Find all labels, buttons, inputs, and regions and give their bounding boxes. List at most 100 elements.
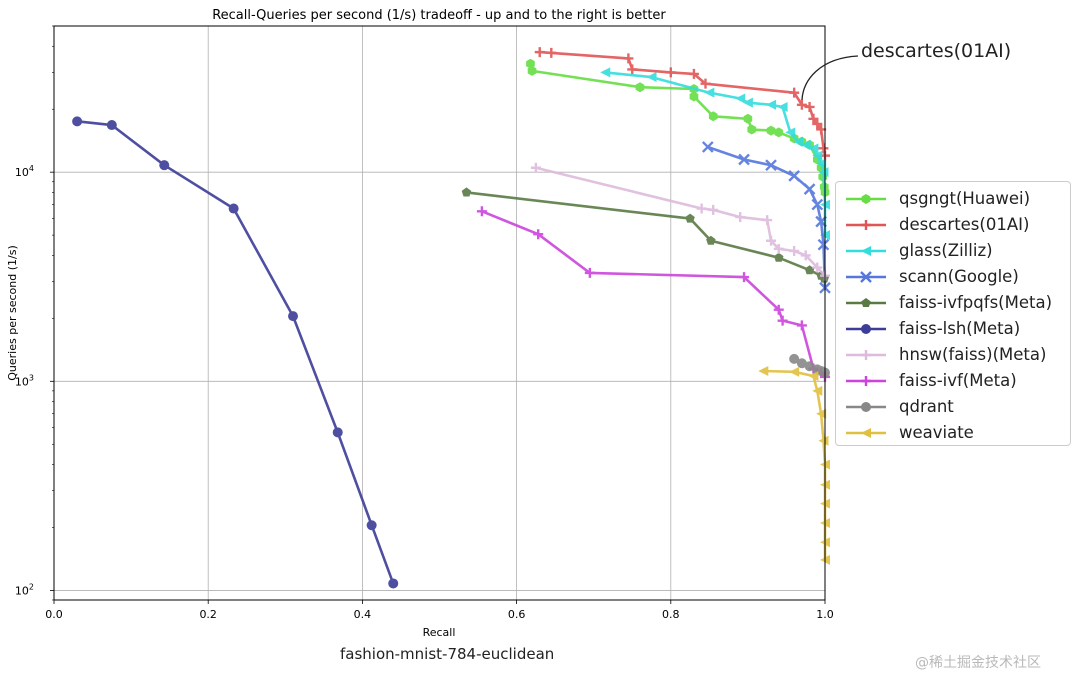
data-point-scann-google (738, 153, 750, 166)
data-point-qsgngt-huawei (766, 125, 776, 136)
data-point-qdrant (796, 358, 807, 369)
watermark: @稀土掘金技术社区 (915, 655, 1041, 671)
legend-marker (861, 428, 871, 438)
data-point-hnsw-faiss-meta (735, 212, 746, 223)
data-point-weaviate (789, 366, 800, 377)
data-point-hnsw-faiss-meta (530, 162, 541, 173)
data-point-glass-zilliz (777, 101, 788, 112)
data-point-faiss-ivfpqfs-meta (685, 213, 695, 223)
y-tick-label: 102 (15, 582, 34, 597)
data-point-descartes-01ai (812, 118, 823, 129)
data-point-faiss-ivf-meta (533, 229, 544, 240)
data-point-descartes-01ai (534, 47, 545, 58)
data-point-hnsw-faiss-meta (766, 235, 777, 246)
data-point-glass-zilliz (800, 139, 811, 150)
data-point-weaviate (808, 371, 819, 382)
legend-entry-scann-google: scann(Google) (844, 265, 1068, 291)
data-point-descartes-01ai (688, 68, 699, 79)
x-tick-label: 0.6 (508, 608, 526, 621)
legend-entry-hnsw-faiss-meta: hnsw(faiss)(Meta) (844, 343, 1068, 369)
data-point-glass-zilliz (808, 143, 819, 154)
plot-frame (53, 25, 826, 601)
data-point-qdrant (804, 361, 815, 372)
data-point-descartes-01ai (808, 113, 819, 124)
plot-background (54, 26, 825, 600)
data-point-glass-zilliz (785, 127, 796, 138)
data-point-scann-google (701, 141, 714, 153)
legend-swatch (846, 402, 886, 412)
data-point-faiss-ivf-meta (773, 304, 784, 315)
data-point-faiss-lsh-meta (106, 120, 117, 131)
legend-label: faiss-ivfpqfs(Meta) (899, 293, 1053, 312)
x-tick-label: 0.8 (662, 608, 680, 621)
data-point-faiss-lsh-meta (228, 203, 239, 214)
data-point-descartes-01ai (546, 47, 557, 58)
data-point-glass-zilliz (646, 72, 657, 83)
legend-entry-qsgngt-huawei: qsgngt(Huawei) (844, 187, 1068, 213)
data-point-glass-zilliz (793, 136, 804, 147)
data-point-faiss-ivfpqfs-meta (461, 187, 472, 197)
data-point-descartes-01ai (623, 53, 634, 64)
legend-entry-qdrant: qdrant (844, 395, 1068, 421)
legend-swatch (846, 350, 886, 360)
y-tick-label: 104 (15, 164, 34, 179)
data-point-qsgngt-huawei (526, 58, 535, 69)
x-tick-label: 0.4 (354, 608, 372, 621)
data-point-faiss-ivf-meta (796, 320, 807, 331)
data-point-scann-google (811, 198, 824, 211)
series-line-faiss-lsh-meta (76, 120, 395, 584)
legend-marker (861, 220, 871, 230)
data-point-hnsw-faiss-meta (762, 215, 773, 226)
data-point-glass-zilliz (812, 150, 823, 161)
legend-marker (860, 271, 872, 283)
annotation-arrow (801, 55, 859, 101)
y-axis-label: Queries per second (1/s) (6, 245, 19, 381)
data-point-descartes-01ai (665, 67, 676, 78)
data-point-hnsw-faiss-meta (800, 250, 811, 261)
x-axis-label: Recall (423, 626, 456, 639)
data-point-qdrant (789, 353, 800, 364)
data-point-scann-google (788, 170, 801, 182)
data-point-hnsw-faiss-meta (812, 262, 823, 273)
legend-label: scann(Google) (899, 267, 1019, 286)
series-faiss-lsh-meta (72, 116, 399, 589)
legend-entry-descartes-01ai: descartes(01AI) (844, 213, 1068, 239)
data-point-faiss-lsh-meta (366, 520, 377, 531)
data-point-faiss-ivfpqfs-meta (774, 252, 784, 262)
legend-entry-faiss-lsh-meta: faiss-lsh(Meta) (844, 317, 1068, 343)
legend-swatch (846, 220, 886, 230)
series-descartes-01ai (534, 47, 830, 161)
data-point-glass-zilliz (742, 97, 753, 108)
data-point-faiss-ivf-meta (777, 315, 788, 326)
data-point-glass-zilliz (766, 99, 777, 110)
legend-label: hnsw(faiss)(Meta) (899, 345, 1047, 364)
data-point-faiss-ivf-meta (584, 267, 595, 278)
series-qdrant (789, 353, 830, 378)
data-point-faiss-ivf-meta (476, 206, 487, 217)
data-point-glass-zilliz (600, 67, 611, 78)
data-point-descartes-01ai (818, 143, 829, 154)
legend-entry-weaviate: weaviate (844, 421, 1068, 447)
data-point-weaviate (816, 408, 827, 419)
legend-swatch (846, 324, 886, 334)
data-point-descartes-01ai (816, 124, 827, 135)
data-point-faiss-lsh-meta (288, 311, 299, 322)
legend-swatch (846, 194, 886, 204)
data-point-qsgngt-huawei (689, 91, 699, 102)
data-point-qsgngt-huawei (774, 127, 784, 138)
data-point-hnsw-faiss-meta (696, 203, 707, 214)
data-point-weaviate (758, 366, 769, 377)
legend-marker (861, 246, 871, 256)
legend-label: qsgngt(Huawei) (899, 189, 1031, 208)
data-point-scann-google (815, 215, 827, 228)
legend-entry-faiss-ivf-meta: faiss-ivf(Meta) (844, 369, 1068, 395)
data-point-qsgngt-huawei (708, 111, 718, 122)
x-tick-label: 0.0 (45, 608, 63, 621)
data-point-faiss-lsh-meta (159, 160, 170, 171)
data-point-qsgngt-huawei (527, 65, 537, 76)
x-tick-label: 1.0 (816, 608, 834, 621)
legend-entry-faiss-ivfpqfs-meta: faiss-ivfpqfs(Meta) (844, 291, 1068, 317)
series-weaviate (758, 366, 830, 565)
series-line-glass-zilliz (605, 71, 827, 236)
x-tick-label: 0.2 (199, 608, 217, 621)
